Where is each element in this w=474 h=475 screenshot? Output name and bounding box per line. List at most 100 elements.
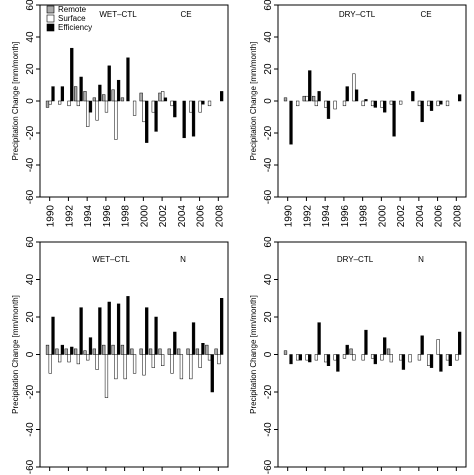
bar-remote-2005 — [186, 348, 190, 355]
bar-surface-1994 — [86, 100, 90, 127]
y-tick-label: -20 — [263, 384, 274, 399]
bar-surface-1993 — [314, 100, 318, 107]
x-tick-label: 1998 — [121, 205, 132, 228]
y-tick-label: -40 — [25, 157, 36, 172]
bar-remote-2003 — [167, 348, 171, 355]
bar-remote-1997 — [111, 344, 115, 355]
x-tick-label: 1990 — [46, 205, 57, 228]
x-tick-label: 1990 — [284, 205, 295, 228]
x-tick-label: 2004 — [177, 205, 188, 228]
bar-surface-2006 — [436, 339, 440, 355]
bar-surface-2003 — [170, 100, 174, 107]
y-tick-label: 20 — [25, 63, 36, 75]
bar-efficiency-2006 — [201, 100, 205, 105]
bar-remote-1994 — [83, 91, 87, 102]
bar-remote-1990 — [283, 350, 288, 355]
bar-surface-2001 — [151, 354, 155, 368]
bar-efficiency-1996 — [107, 65, 111, 102]
bar-surface-2007 — [445, 100, 450, 107]
x-tick-label: 2004 — [415, 205, 426, 228]
bar-efficiency-2002 — [163, 97, 168, 102]
bar-remote-2008 — [214, 348, 218, 355]
y-tick-label: -60 — [25, 459, 36, 474]
x-tick-label: 2008 — [214, 205, 225, 228]
bar-surface-2007 — [207, 100, 212, 107]
chart-panel-4: -60 -40 -20 0 20 40 60 Precipitation Change [mm… — [249, 236, 467, 475]
y-tick-label: -60 — [263, 459, 274, 474]
bar-remote-1990 — [45, 344, 50, 355]
bar-efficiency-2008 — [220, 298, 224, 355]
bar-efficiency-2008 — [220, 91, 224, 102]
panel-label: WET–CTL — [92, 255, 130, 264]
bar-surface-2006 — [436, 100, 440, 107]
bar-surface-2004 — [179, 354, 184, 380]
y-axis-title: Precipitation Change [mm/month] — [249, 42, 258, 161]
bar-remote-2007 — [205, 344, 209, 355]
x-tick-label: 2000 — [377, 205, 388, 228]
bar-efficiency-1992 — [308, 354, 312, 363]
bar-efficiency-1994 — [88, 100, 93, 113]
panel-label: DRY–CTL — [337, 255, 374, 264]
chart-panel-3: -60 -40 -20 0 20 40 60 Precipitation Change [mm… — [11, 236, 229, 475]
bar-efficiency-2003 — [173, 331, 177, 355]
bar-remote-1990 — [45, 100, 50, 108]
bar-efficiency-1993 — [317, 322, 321, 355]
bar-efficiency-1992 — [308, 70, 312, 102]
bar-remote-2004 — [177, 348, 181, 355]
bar-surface-1991 — [296, 354, 300, 361]
x-tick-label: 1994 — [321, 205, 332, 228]
bar-surface-1996 — [342, 354, 347, 359]
bar-surface-2001 — [151, 100, 155, 113]
legend-label-efficiency: Efficiency — [58, 23, 92, 32]
y-tick-label: 60 — [263, 0, 274, 11]
bar-efficiency-2000 — [145, 100, 149, 143]
bar-efficiency-1993 — [79, 307, 83, 355]
y-axis-title: Precipitation Change [mm/month] — [249, 295, 258, 414]
bar-surface-2004 — [417, 354, 422, 361]
chart-panel-1: -60 -40 -20 0 20 40 60 Precipitation Change [mm… — [11, 0, 229, 228]
x-tick-label: 1994 — [83, 205, 94, 228]
y-tick-label: 0 — [25, 351, 36, 357]
bar-efficiency-1997 — [116, 79, 121, 102]
y-tick-label: -20 — [263, 125, 274, 140]
bar-efficiency-2007 — [210, 354, 214, 393]
y-axis-title: Precipitation Change [mm/month] — [11, 295, 20, 414]
bar-efficiency-1999 — [373, 354, 377, 365]
bar-surface-1996 — [104, 354, 109, 398]
bar-remote-1999 — [130, 348, 134, 355]
bar-efficiency-2001 — [154, 100, 158, 132]
bar-surface-2005 — [427, 354, 431, 366]
bar-surface-2002 — [399, 354, 403, 361]
bar-surface-2005 — [189, 354, 193, 380]
bar-efficiency-1995 — [98, 307, 102, 355]
bar-efficiency-1994 — [88, 337, 93, 355]
y-tick-label: 40 — [25, 31, 36, 43]
bar-surface-2004 — [417, 100, 422, 107]
bar-surface-2002 — [161, 91, 165, 102]
bar-efficiency-1996 — [345, 344, 349, 355]
bar-efficiency-1997 — [354, 89, 359, 102]
y-tick-label: -60 — [25, 189, 36, 204]
y-tick-label: 20 — [25, 311, 36, 323]
bar-surface-1992 — [67, 100, 71, 107]
bar-surface-1993 — [76, 100, 80, 107]
x-tick-label: 1992 — [64, 205, 75, 228]
bar-surface-1999 — [370, 100, 375, 107]
bar-surface-1998 — [361, 354, 365, 361]
y-tick-label: -60 — [263, 189, 274, 204]
bar-efficiency-2004 — [182, 100, 186, 139]
bar-surface-2005 — [427, 100, 431, 107]
region-label: N — [418, 255, 424, 264]
y-tick-label: 0 — [263, 98, 274, 104]
bar-remote-1997 — [111, 89, 115, 102]
bar-efficiency-2003 — [173, 100, 177, 118]
bar-surface-1994 — [86, 354, 90, 361]
bar-surface-2000 — [142, 100, 146, 123]
bar-efficiency-1998 — [126, 57, 130, 102]
bar-efficiency-1997 — [116, 303, 121, 355]
y-tick-label: 40 — [25, 274, 36, 286]
legend-swatch-remote — [46, 5, 55, 14]
bar-efficiency-2006 — [439, 100, 443, 105]
region-label: N — [180, 255, 186, 264]
bar-efficiency-1996 — [107, 301, 111, 355]
